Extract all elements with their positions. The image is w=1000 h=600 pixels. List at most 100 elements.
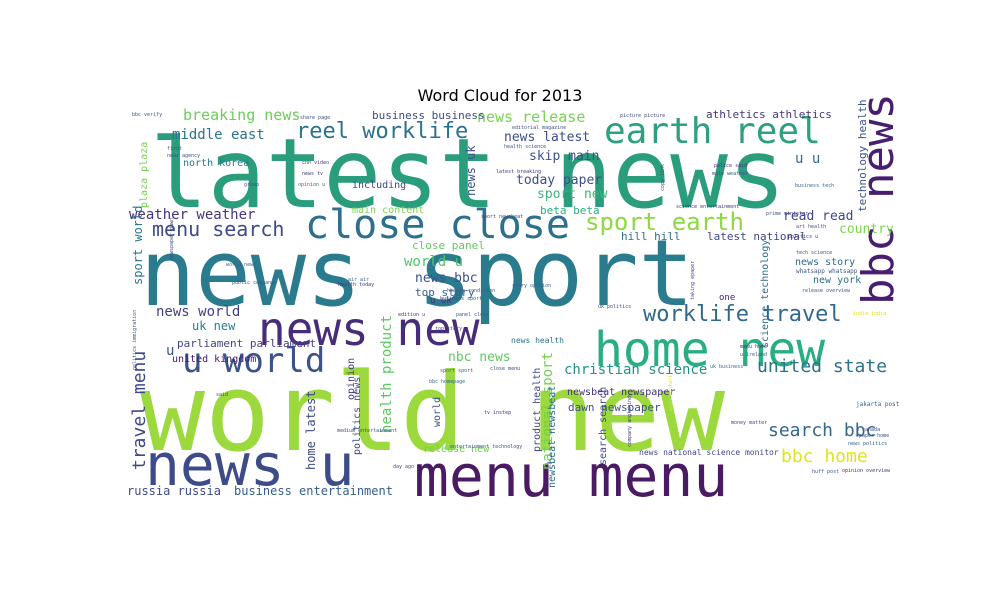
- word-news-uk: news uk: [464, 145, 478, 196]
- word-u-ireland: u ireland: [740, 352, 767, 358]
- word-opinion: opinion: [346, 358, 357, 400]
- word-science-technology: science technology: [760, 240, 771, 348]
- word-athletics-athletics: athletics athletics: [706, 108, 832, 121]
- word-release-overview: release overview: [802, 288, 851, 294]
- word-news-release: news release: [477, 108, 585, 126]
- word-search-bbc: search bbc: [768, 420, 876, 441]
- word-health-condition: health condition: [447, 288, 495, 294]
- word-politics-news: politics news: [352, 377, 363, 455]
- word-united-kingdom: united kingdom: [172, 354, 256, 365]
- word-u-uk: u uk: [430, 296, 452, 306]
- word-jakarta-post: jakarta post: [856, 401, 900, 408]
- word-home-new: home new: [594, 322, 825, 378]
- word-medium-entertainment: medium entertainment: [337, 428, 397, 434]
- word-company-anglohindy: company anglohindy: [627, 393, 633, 447]
- word-newsbeat-newspaper: newsbeat newspaper: [567, 387, 675, 398]
- word-business-sport: business sport: [440, 296, 482, 302]
- word-news-story: news story: [795, 257, 855, 268]
- word-sport-sport: sport sport: [440, 368, 473, 374]
- word-skip-content: skip content: [668, 375, 674, 411]
- word-business-entertainment: business entertainment: [234, 484, 393, 498]
- word-opinion-overview: opinion overview: [842, 468, 891, 474]
- word-one: one: [719, 293, 735, 303]
- word-cnn-video: cnn video: [302, 160, 329, 166]
- word-sport-earth: sport earth: [585, 208, 744, 236]
- word-epaper-home: epaper home: [856, 433, 889, 439]
- word-editorial-magazine: editorial magazine: [512, 125, 566, 131]
- word-news-tv: news tv: [302, 171, 323, 177]
- word-breaking-news: breaking news: [183, 106, 300, 124]
- word-beta-beta: beta beta: [540, 204, 600, 217]
- word-newsbeat-newsbeat: newsbeat newsbeat: [547, 386, 558, 488]
- word-top-story: top story: [435, 326, 462, 332]
- word-top-story: top story: [415, 286, 475, 299]
- word-close-close: close close: [305, 202, 570, 248]
- word-male-weather: male weather: [712, 171, 748, 177]
- word-copy-link: copy link: [660, 164, 666, 191]
- word-tech-science: tech science: [796, 250, 832, 256]
- word-national-sport: national sport: [540, 352, 556, 470]
- word-including: including: [352, 180, 406, 191]
- word-hill-hill: hill hill: [621, 230, 681, 243]
- word-bbc-homepage: bbc homepage: [429, 379, 465, 385]
- word-world-u: world u: [404, 254, 463, 270]
- word-menu-search: menu search: [152, 217, 284, 241]
- word-entertainment-technology: entertainment technology: [450, 444, 522, 450]
- word-skip-main: skip main: [529, 149, 599, 164]
- word-christian-science: christian science: [564, 362, 707, 378]
- word-air-air: air air: [348, 277, 369, 283]
- word-news-politics: news politics: [848, 441, 887, 447]
- word-health-science: health science: [504, 144, 546, 150]
- word-home-latest: home latest: [304, 391, 318, 470]
- word-panel-close: panel close: [456, 312, 489, 318]
- word-money-matter: money matter: [731, 420, 767, 426]
- word-bbc-home: bbc home: [781, 446, 868, 467]
- word-prime-minister: prime minister: [766, 211, 808, 217]
- word-latest-news: latest news: [150, 118, 786, 230]
- word-reel-worklife: reel worklife: [296, 119, 468, 144]
- word-share-page: share page: [300, 115, 330, 121]
- word-taking-epaper: taking epaper: [690, 261, 696, 300]
- word-news-bbc: news bbc: [415, 271, 478, 286]
- word-bbc-verify: bbc verify: [132, 112, 162, 118]
- word-parliament-parliament: parliament parliament: [177, 337, 316, 350]
- word-u-world: u world: [182, 341, 325, 381]
- word-u-u: u u: [795, 151, 820, 167]
- word-business-tech: business tech: [795, 183, 834, 189]
- word-technology-health: technology health: [856, 99, 869, 212]
- word-news-world: news world: [156, 304, 240, 320]
- word-sport-newsbeat: sport newsbeat: [481, 214, 523, 220]
- word-news-sport: news sport: [140, 220, 694, 327]
- word-united-state: united state: [757, 356, 887, 377]
- word-uk-politics: uk politics: [598, 304, 631, 310]
- word-search-search: search search: [598, 387, 609, 465]
- word-sport-new: sport new: [537, 187, 608, 202]
- word-menu-menu: menu menu: [414, 442, 728, 510]
- word-world: world: [432, 397, 443, 427]
- word-huff-post: huff post: [812, 469, 839, 475]
- word-main-content: main content: [352, 205, 424, 216]
- word-politics-u: politics u: [788, 234, 818, 240]
- word-u: u: [166, 343, 174, 359]
- word-latest-national: latest national: [707, 230, 806, 243]
- word-said: said: [216, 392, 228, 398]
- word-earth-reel: earth reel: [604, 111, 821, 152]
- word-bbc-news: bbc news: [853, 93, 904, 305]
- word-dawn-newspaper: dawn newspaper: [568, 401, 661, 414]
- word-uk-business: uk business: [710, 364, 743, 370]
- word-whatsapp-whatsapp: whatsapp whatsapp: [796, 268, 858, 275]
- word-weather-weather: weather weather: [129, 207, 255, 223]
- word-uk-new: uk new: [192, 319, 236, 333]
- word-world-news: world news: [226, 262, 256, 268]
- word-news-latest: news latest: [504, 130, 590, 145]
- word-art-health: art health: [796, 224, 826, 230]
- word-health-today: health today: [338, 282, 374, 288]
- word-edition-u: edition u: [398, 312, 425, 318]
- word-first: first: [167, 146, 182, 152]
- word-plaza-plaza: plaza plaza: [139, 142, 150, 208]
- word-tv-instep: tv instep: [484, 410, 511, 416]
- word-release-new: release new: [423, 444, 490, 455]
- word-worklife-travel: worklife travel: [643, 302, 842, 327]
- chart-title: Word Cloud for 2013: [417, 86, 583, 105]
